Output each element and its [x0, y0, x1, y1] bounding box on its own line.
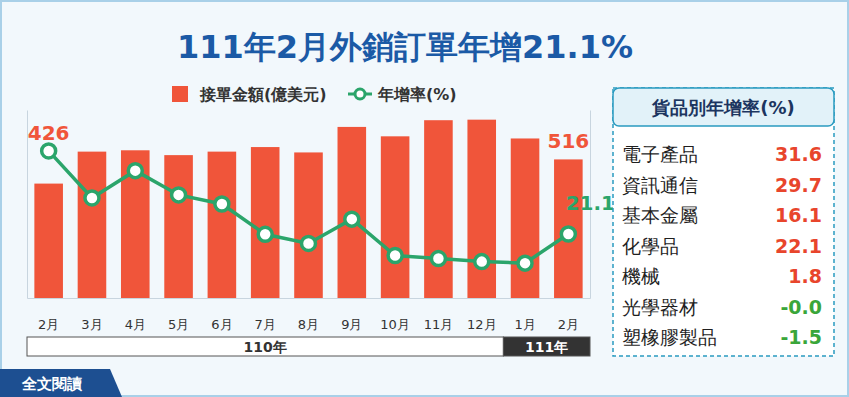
bar — [424, 120, 453, 298]
line — [49, 151, 569, 263]
bar — [164, 155, 193, 298]
read-more-label[interactable]: 全文閱讀 — [21, 375, 83, 393]
x-tick-label: 9月 — [341, 317, 362, 332]
line-marker — [475, 255, 489, 269]
panel-title: 貨品別年增率(%) — [651, 97, 795, 118]
x-tick-label: 3月 — [81, 317, 102, 332]
x-tick: 12月 — [467, 298, 497, 332]
data-label: 426 — [28, 121, 70, 145]
x-tick-label: 11月 — [424, 317, 454, 332]
x-tick: 11月 — [424, 298, 454, 332]
line-marker — [128, 164, 142, 178]
x-tick-label: 2月 — [558, 317, 579, 332]
bar — [208, 152, 237, 298]
value-labels: 426 516 21.1 — [28, 121, 615, 215]
line-marker — [85, 191, 99, 205]
legend-swatch-marker — [355, 89, 365, 99]
panel-box — [613, 88, 834, 356]
line-marker — [431, 252, 445, 266]
x-tick: 2月 — [38, 298, 59, 332]
x-tick: 10月 — [380, 298, 410, 332]
year-group-box — [503, 337, 590, 356]
plot-marks — [34, 120, 582, 298]
x-tick-label: 12月 — [467, 317, 497, 332]
data-label: 516 — [547, 129, 589, 153]
panel-row-label: 化學品 — [622, 235, 679, 257]
x-tick-label: 1月 — [514, 317, 535, 332]
line-marker — [345, 212, 359, 226]
x-tick-label: 8月 — [298, 317, 319, 332]
panel-row-label: 機械 — [622, 265, 660, 287]
x-tick: 5月 — [168, 298, 189, 332]
panel-row-value: 16.1 — [775, 204, 822, 226]
background — [1, 1, 848, 396]
panel-row-label: 光學器材 — [622, 296, 698, 318]
panel-row-label: 塑橡膠製品 — [622, 326, 717, 348]
year-group-box — [27, 337, 503, 356]
read-more-shape[interactable] — [0, 369, 122, 397]
panel-row-value: -1.5 — [780, 326, 822, 348]
bar — [251, 147, 280, 298]
bar — [554, 159, 583, 298]
x-tick-label: 6月 — [211, 317, 232, 332]
panel-header — [613, 88, 834, 126]
x-tick-label: 7月 — [255, 317, 276, 332]
bar — [381, 136, 410, 298]
x-tick: 8月 — [298, 298, 319, 332]
x-tick: 6月 — [211, 298, 232, 332]
x-tick: 7月 — [255, 298, 276, 332]
panel-row-label: 資訊通信 — [622, 174, 698, 196]
line-marker — [258, 227, 272, 241]
x-tick: 2月 — [558, 298, 579, 332]
x-tick-label: 10月 — [380, 317, 410, 332]
panel-row-value: 1.8 — [788, 265, 822, 287]
data-label: 21.1 — [566, 191, 615, 215]
panel-row-label: 基本金屬 — [622, 204, 698, 226]
title: 111年2月外銷訂單年增21.1% — [177, 28, 633, 66]
legend-label: 年增率(%) — [377, 85, 457, 104]
bar — [121, 150, 150, 298]
panel-row-value: 22.1 — [775, 235, 822, 257]
line-marker — [42, 144, 56, 158]
line-marker — [561, 227, 575, 241]
bar — [467, 120, 496, 298]
panel-row-label: 電子產品 — [622, 143, 698, 165]
legend-label: 接單金額(億美元) — [199, 85, 327, 104]
x-tick: 3月 — [81, 298, 102, 332]
bar — [294, 152, 323, 298]
panel-row-value: 31.6 — [775, 143, 822, 165]
legend-swatch — [172, 86, 188, 102]
x-tick-label: 5月 — [168, 317, 189, 332]
legend: 接單金額(億美元) 年增率(%) — [172, 85, 457, 104]
chart-canvas: 111年2月外銷訂單年增21.1% 接單金額(億美元) 年增率(%) 2月 3月 4月 5月… — [0, 0, 849, 397]
category-panel: 貨品別年增率(%) 電子產品 31.6 資訊通信 29.7 基本金屬 16.1 化學品 22.1… — [613, 88, 834, 356]
year-groups: 110年 111年 — [27, 337, 590, 356]
year-group-label: 110年 — [244, 339, 287, 355]
x-tick: 1月 — [514, 298, 535, 332]
x-tick: 9月 — [341, 298, 362, 332]
panel-row-value: -0.0 — [780, 296, 822, 318]
line-marker — [215, 197, 229, 211]
x-axis-line — [28, 298, 591, 299]
line-marker — [302, 236, 316, 250]
line-marker — [172, 188, 186, 202]
panel-row-value: 29.7 — [775, 174, 822, 196]
bar — [511, 138, 540, 298]
line-marker — [518, 256, 532, 270]
x-tick-label: 4月 — [125, 317, 146, 332]
x-axis: 2月 3月 4月 5月 6月 7月 8月 9月 10月 11月 12月 1月 2月 — [28, 298, 591, 332]
x-tick: 4月 — [125, 298, 146, 332]
line-marker — [388, 249, 402, 263]
bar — [78, 152, 107, 298]
read-more-button[interactable]: 全文閱讀 — [0, 369, 122, 397]
year-group-label: 111年 — [525, 339, 568, 355]
bar — [338, 127, 367, 298]
x-tick-label: 2月 — [38, 317, 59, 332]
bar — [34, 184, 63, 298]
